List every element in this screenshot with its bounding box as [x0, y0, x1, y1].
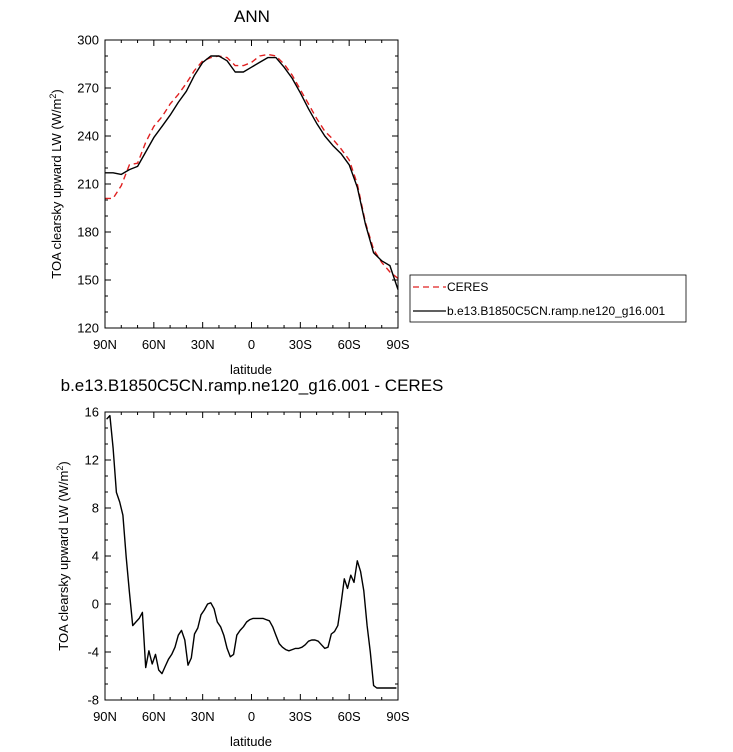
legend-label-ceres: CERES — [447, 280, 488, 294]
bottom-x-tick-label: 30N — [191, 709, 215, 724]
top-x-tick-label: 60N — [142, 337, 166, 352]
top-y-ticks: 300 270 240 210 180 150 120 — [77, 33, 398, 336]
bottom-y-axis-label: TOA clearsky upward LW (W/m2) — [55, 461, 71, 650]
bottom-x-tick-label: 90N — [93, 709, 117, 724]
top-x-tick-label: 60S — [338, 337, 361, 352]
bottom-y-tick-label: -4 — [87, 645, 99, 660]
top-x-tick-label: 0 — [248, 337, 255, 352]
top-y-tick-label: 120 — [77, 321, 99, 336]
top-y-tick-label: 210 — [77, 177, 99, 192]
top-plot-frame — [104, 39, 399, 329]
bottom-series-group — [106, 414, 397, 689]
top-y-axis-label: TOA clearsky upward LW (W/m2) — [48, 89, 64, 278]
top-y-tick-label: 180 — [77, 225, 99, 240]
bottom-y-tick-label: 4 — [92, 549, 99, 564]
bottom-chart-title: b.e13.B1850C5CN.ramp.ne120_g16.001 - CER… — [61, 376, 444, 395]
bottom-x-tick-label: 90S — [386, 709, 409, 724]
top-series-group — [105, 53, 399, 290]
top-x-ticks: 90N 60N 30N 0 30S 60S 90S — [93, 40, 410, 352]
bottom-y-axis-label-sup: 2 — [55, 466, 65, 471]
top-y-axis-label-sup: 2 — [48, 94, 58, 99]
top-series-line-0 — [105, 53, 399, 279]
bottom-y-tick-label: -8 — [87, 693, 99, 708]
legend-label-model: b.e13.B1850C5CN.ramp.ne120_g16.001 — [447, 304, 665, 318]
bottom-x-tick-label: 0 — [248, 709, 255, 724]
legend-box — [409, 274, 687, 323]
top-y-tick-label: 150 — [77, 273, 99, 288]
top-x-tick-label: 90N — [93, 337, 117, 352]
top-y-tick-label: 240 — [77, 129, 99, 144]
bottom-y-ticks: 16 12 8 4 0 -4 -8 — [85, 405, 398, 708]
legend: CERES b.e13.B1850C5CN.ramp.ne120_g16.001 — [409, 274, 687, 323]
top-y-tick-label: 270 — [77, 81, 99, 96]
bottom-x-axis-label: latitude — [230, 734, 272, 749]
top-x-tick-label: 30S — [289, 337, 312, 352]
bottom-y-tick-label: 12 — [85, 453, 99, 468]
top-series-line-1 — [105, 55, 399, 290]
bottom-x-tick-label: 60S — [338, 709, 361, 724]
bottom-series-line-0 — [106, 414, 397, 689]
top-chart-title: ANN — [234, 7, 270, 26]
top-x-tick-label: 30N — [191, 337, 215, 352]
bottom-x-ticks: 90N 60N 30N 0 30S 60S 90S — [93, 412, 410, 724]
top-x-axis-label: latitude — [230, 362, 272, 377]
bottom-chart-panel: b.e13.B1850C5CN.ramp.ne120_g16.001 - CER… — [55, 376, 443, 749]
bottom-y-tick-label: 8 — [92, 501, 99, 516]
top-chart-panel: ANN 300 270 240 210 180 150 120 90N 60N 30N 0 30S 6… — [48, 7, 687, 377]
bottom-y-tick-label: 0 — [92, 597, 99, 612]
top-y-tick-label: 300 — [77, 33, 99, 48]
bottom-y-tick-label: 16 — [85, 405, 99, 420]
bottom-plot-frame — [104, 411, 399, 701]
bottom-x-tick-label: 60N — [142, 709, 166, 724]
top-x-tick-label: 90S — [386, 337, 409, 352]
bottom-y-axis-label-close: ) — [56, 461, 71, 465]
bottom-x-tick-label: 30S — [289, 709, 312, 724]
top-y-axis-label-close: ) — [49, 89, 64, 93]
